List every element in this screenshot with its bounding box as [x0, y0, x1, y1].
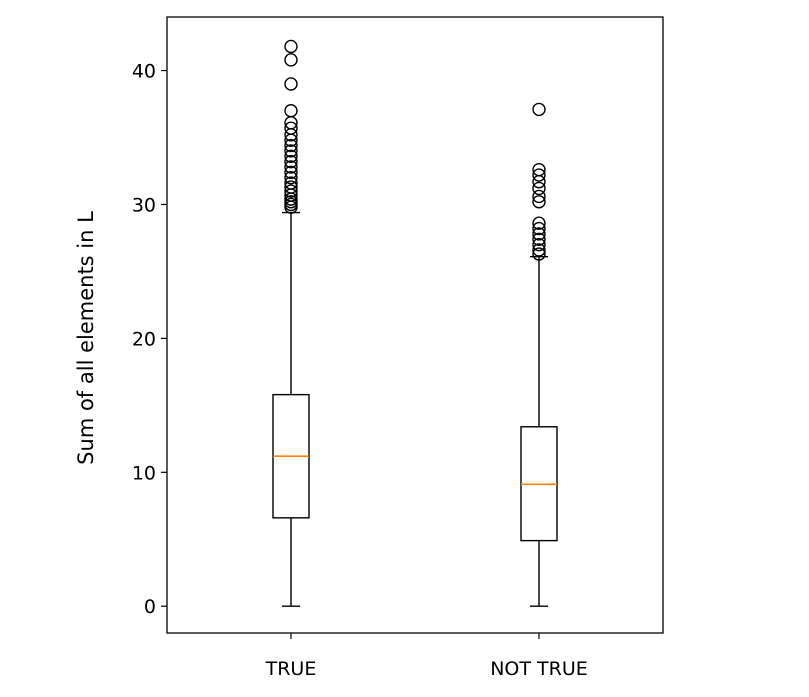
outlier-point — [532, 232, 546, 246]
outlier-point — [284, 138, 298, 153]
y-axis-title: Sum of all elements in L — [74, 211, 98, 465]
y-tick-label: 0 — [144, 596, 156, 618]
outlier-point — [532, 102, 546, 117]
outlier-point — [532, 189, 546, 204]
outlier-point — [284, 160, 298, 174]
outlier-point — [284, 170, 298, 185]
outlier-point — [284, 149, 298, 163]
outlier-point — [284, 165, 298, 180]
outlier-point — [284, 53, 298, 67]
outlier-point — [532, 247, 546, 261]
x-tick-label: TRUE — [265, 658, 317, 680]
outlier-point — [532, 227, 546, 241]
outlier-point — [532, 221, 546, 236]
outlier-point — [532, 195, 546, 209]
box-1 — [272, 39, 310, 607]
outlier-point — [284, 154, 298, 169]
boxes-layer — [272, 39, 558, 607]
outlier-point — [532, 181, 546, 196]
outlier-point — [284, 104, 298, 118]
outlier-point — [284, 39, 298, 54]
y-axis: 0 10 20 30 40 — [132, 61, 167, 618]
outlier-point — [284, 121, 298, 135]
y-tick-label: 30 — [132, 194, 156, 216]
outlier-point — [284, 180, 298, 194]
outlier-point — [284, 144, 298, 158]
outlier-point — [284, 184, 298, 198]
y-tick-label: 10 — [132, 462, 156, 484]
outlier-point — [532, 216, 546, 230]
outlier-point — [532, 237, 546, 252]
x-axis: TRUE NOT TRUE — [265, 633, 588, 680]
y-tick-label: 40 — [132, 61, 156, 83]
outlier-point — [532, 168, 546, 182]
box-2 — [520, 102, 558, 607]
outlier-point — [532, 162, 546, 177]
y-tick-label: 20 — [132, 328, 156, 350]
plot-frame — [166, 16, 664, 634]
outlier-point — [532, 243, 546, 257]
x-tick-label: NOT TRUE — [490, 658, 588, 680]
outlier-point — [284, 176, 298, 190]
outlier-point — [284, 77, 298, 91]
